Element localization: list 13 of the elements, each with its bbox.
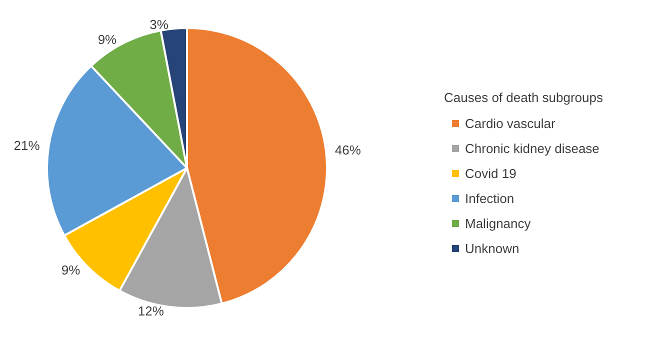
legend-label: Covid 19 (465, 166, 516, 181)
legend-label: Unknown (465, 241, 520, 256)
data-label: 46% (334, 142, 362, 158)
data-label: 12% (138, 303, 164, 318)
data-label: 9% (61, 262, 81, 278)
legend-title: Causes of death subgroups (444, 90, 604, 105)
legend-label: Chronic kidney disease (465, 141, 600, 156)
legend-label: Malignancy (465, 216, 532, 231)
data-label: 9% (98, 32, 118, 48)
data-label: 21% (14, 138, 40, 153)
legend-label: Infection (465, 191, 514, 206)
data-label: 3% (150, 17, 169, 32)
legend-label: Cardio vascular (465, 116, 556, 131)
